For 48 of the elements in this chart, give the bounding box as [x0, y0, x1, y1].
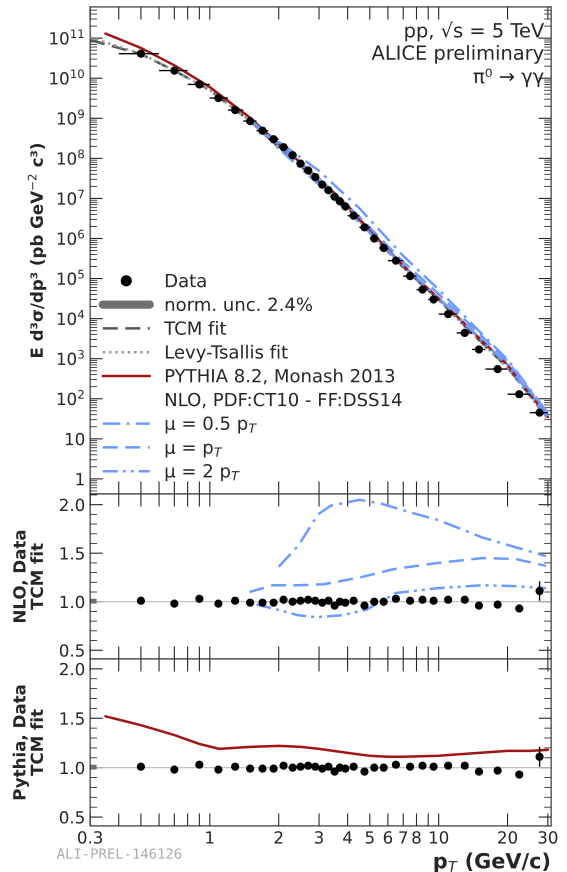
- x-tick-label: 4: [343, 831, 352, 844]
- text: ALI-PREL-146126: [56, 848, 182, 859]
- y-axis-title: Pythia, Data TCM fit: [12, 685, 44, 800]
- legend-label: μ = 2 p$_{T}$: [166, 464, 240, 482]
- y-tick-label: 10$^{2}$: [58, 390, 84, 406]
- x-tick-label: 1: [206, 831, 214, 844]
- x-tick-label: 7: [399, 831, 408, 844]
- y-tick-label: 1.0: [60, 762, 84, 774]
- annotation: π⁰ → γγ: [474, 68, 544, 88]
- annotation: ALICE preliminary: [372, 44, 544, 64]
- x-tick-label: 6: [384, 831, 392, 844]
- legend-label: PYTHIA 8.2, Monash 2013: [166, 368, 394, 384]
- x-tick-label: 3: [314, 831, 323, 844]
- x-tick-label: 20: [498, 831, 518, 844]
- y-tick-label: 10$^{7}$: [58, 190, 84, 205]
- legend-label: TCM fit: [164, 321, 226, 335]
- x-tick-label: 5: [366, 831, 374, 844]
- x-tick-label: 2: [274, 831, 282, 844]
- y-tick-label: 10$^{9}$: [58, 109, 84, 125]
- y-tick-label: 10$^{4}$: [58, 310, 84, 326]
- y-tick-label: 10$^{10}$: [50, 69, 84, 85]
- y-tick-label: 10: [66, 432, 84, 446]
- y-tick-label: 1.5: [60, 547, 84, 560]
- y-axis-title: NLO, Data TCM fit: [13, 530, 44, 622]
- legend-label: norm. unc. 2.4%: [166, 298, 312, 312]
- x-tick-label: 0.3: [78, 831, 102, 844]
- y-tick-label: 0.5: [60, 811, 84, 824]
- x-tick-label: 10: [430, 831, 448, 844]
- y-tick-label: 0.5: [60, 644, 84, 657]
- y-tick-label: 10$^{8}$: [58, 150, 84, 165]
- y-tick-label: 2.0: [60, 498, 84, 512]
- y-tick-label: 10$^{6}$: [58, 230, 84, 245]
- text: NLO, PDF:CT10 - FF:DSS14: [166, 392, 402, 408]
- y-tick-label: 2.0: [60, 662, 84, 676]
- y-tick-label: 1.5: [60, 712, 84, 725]
- y-tick-label: 10$^{5}$: [58, 270, 84, 286]
- x-tick-label: 8: [412, 831, 421, 844]
- annotation: pp, √s = 5 TeV: [405, 22, 544, 42]
- y-tick-label: 10$^{3}$: [58, 350, 84, 366]
- y-tick-label: 10$^{11}$: [50, 29, 84, 45]
- y-tick-label: 1: [76, 473, 84, 486]
- legend-label: μ = 0.5 p$_{T}$: [166, 416, 257, 434]
- y-tick-label: 1.0: [60, 596, 84, 608]
- x-tick-label: 30: [538, 831, 558, 844]
- legend-label: Data: [166, 274, 206, 288]
- y-axis-title: E d³σ/dp³ (pb GeV$^{−2}$ c³): [28, 144, 46, 358]
- legend-label: Levy-Tsallis fit: [166, 344, 288, 362]
- legend-label: μ = p$_{T}$: [166, 444, 222, 458]
